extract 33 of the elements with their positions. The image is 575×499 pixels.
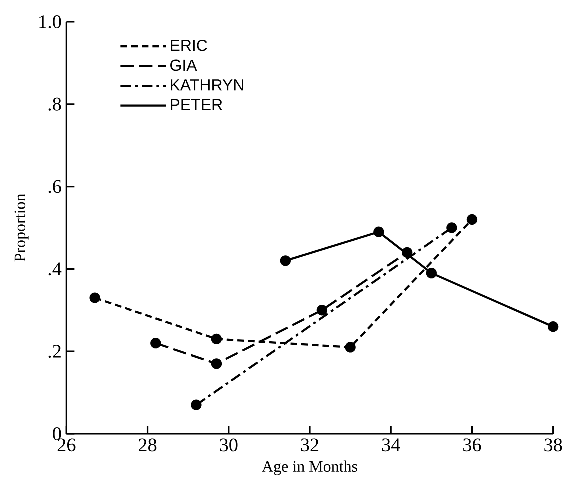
point	[426, 268, 437, 279]
x-axis-title: Age in Months	[262, 460, 358, 476]
point	[345, 342, 356, 353]
point	[402, 247, 413, 258]
y-tick-label: 0	[53, 428, 62, 440]
x-tick-label: 30	[220, 438, 238, 452]
x-tick-label: 32	[301, 438, 319, 452]
y-tick-label: 1.0	[40, 15, 62, 29]
x-tick-label: 34	[382, 438, 400, 452]
point	[211, 358, 222, 370]
point	[191, 400, 202, 410]
point	[548, 322, 559, 332]
legend-label: GIA	[170, 60, 198, 72]
x-tick-label: 36	[464, 438, 482, 452]
point	[90, 292, 100, 304]
x-tick-label: 26	[58, 438, 76, 452]
point	[150, 338, 162, 349]
y-tick-label: .4	[48, 262, 62, 276]
point	[374, 226, 384, 238]
legend-label: KATHRYN	[171, 80, 244, 91]
point	[316, 305, 328, 316]
y-tick-label: .2	[48, 345, 61, 358]
point	[211, 334, 222, 345]
y-tick-label: .6	[48, 180, 62, 194]
point	[466, 214, 478, 226]
y-axis-title: Proportion	[14, 194, 29, 262]
point	[280, 256, 292, 266]
legend-label: ERIC	[171, 40, 208, 52]
legend-label: PETER	[171, 99, 222, 110]
point	[446, 222, 458, 234]
y-tick-label: .8	[48, 98, 62, 111]
x-tick-label: 38	[544, 438, 562, 452]
x-tick-label: 28	[139, 438, 157, 452]
